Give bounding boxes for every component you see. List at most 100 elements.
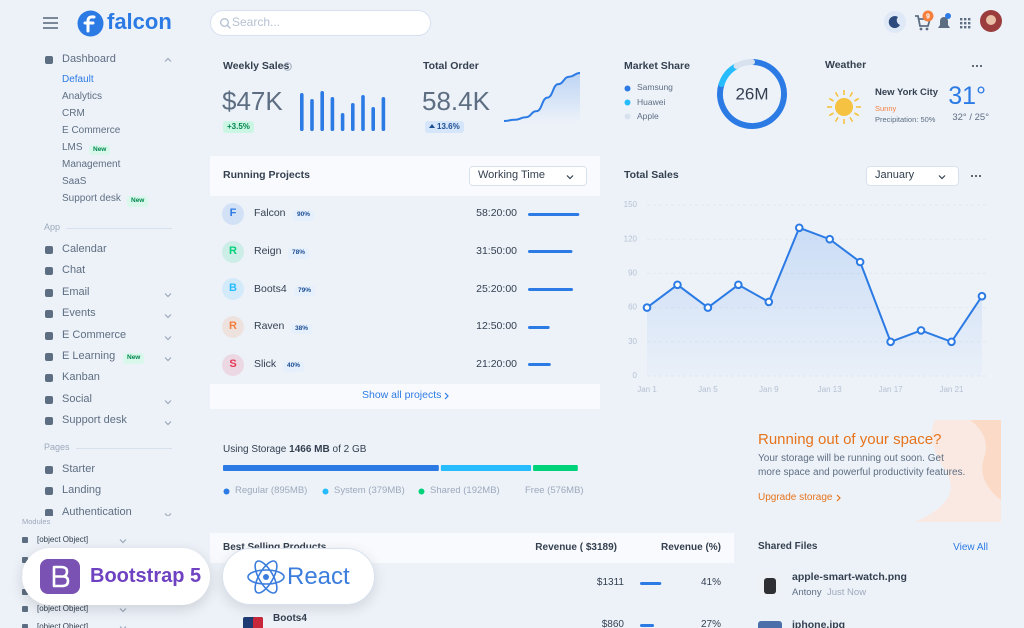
nav-icon bbox=[45, 56, 53, 64]
storage-card: Using Storage 1466 MB of 2 GB Regular (8… bbox=[210, 420, 734, 522]
nav-sublink[interactable]: CRM bbox=[62, 107, 85, 119]
badge: 78% bbox=[288, 248, 310, 259]
nav-link[interactable]: Kanban bbox=[62, 371, 100, 384]
row-divider bbox=[210, 604, 734, 605]
point bbox=[764, 297, 774, 307]
orbit bbox=[247, 569, 285, 585]
nav-link[interactable]: Starter bbox=[62, 462, 96, 475]
sun-ray bbox=[828, 97, 835, 102]
donut-segment bbox=[733, 59, 755, 69]
apps-dot bbox=[964, 26, 967, 29]
progress bbox=[528, 212, 580, 216]
chevron bbox=[164, 57, 172, 62]
product-name[interactable]: Boots4 bbox=[273, 612, 307, 624]
total-order-chart bbox=[503, 72, 581, 123]
progress bbox=[528, 287, 574, 291]
nucleus bbox=[263, 574, 269, 580]
icon-shape bbox=[45, 374, 53, 383]
column-header: Revenue ( $3189) bbox=[535, 541, 617, 553]
nav-link[interactable]: Social bbox=[62, 392, 92, 405]
icon-shape bbox=[45, 395, 53, 404]
legend-label: Apple bbox=[637, 110, 659, 121]
point bbox=[855, 257, 865, 267]
filter-value: Working Time bbox=[478, 168, 546, 181]
nav-link[interactable]: Dashboard bbox=[62, 52, 116, 65]
more-menu[interactable] bbox=[972, 64, 984, 68]
nav-link[interactable]: [object Object] bbox=[37, 603, 89, 613]
nav-link[interactable]: Calendar bbox=[62, 242, 107, 255]
upgrade-link[interactable]: Upgrade storage bbox=[758, 491, 833, 503]
filter-select[interactable]: Working Time bbox=[469, 166, 587, 186]
storage-summary: Using Storage 1466 MB of 2 GB bbox=[223, 445, 369, 455]
chevron bbox=[164, 292, 172, 298]
card-title: Shared Files bbox=[758, 540, 818, 552]
card-title: Total Sales bbox=[624, 169, 679, 182]
nav-sublink[interactable]: LMS bbox=[62, 141, 83, 153]
chevron-icon bbox=[164, 399, 172, 405]
project-name[interactable]: Reign bbox=[254, 244, 282, 257]
more-menu[interactable] bbox=[971, 174, 983, 178]
nav-sublink[interactable]: Management bbox=[62, 159, 121, 170]
nav-link[interactable]: Support desk bbox=[62, 414, 127, 427]
nav-link[interactable]: Email bbox=[62, 285, 90, 298]
icon-shape bbox=[45, 417, 53, 426]
nav-link[interactable]: Landing bbox=[62, 484, 102, 497]
badge: New bbox=[127, 196, 149, 207]
weekly-sales-chart bbox=[300, 91, 386, 131]
nav-link[interactable]: [object Object] bbox=[37, 534, 89, 544]
nav-link[interactable]: Authentication bbox=[62, 505, 132, 518]
cart-wheel bbox=[919, 27, 923, 31]
view-all-link[interactable]: View All bbox=[953, 541, 988, 553]
legend-dot bbox=[513, 488, 520, 494]
nav-link[interactable]: [object Object] bbox=[37, 621, 89, 628]
legend-dot bbox=[322, 488, 329, 494]
badge: 40% bbox=[283, 361, 305, 372]
chevron-icon bbox=[164, 57, 172, 62]
x-tick-label: Jan 17 bbox=[879, 385, 904, 394]
project-name[interactable]: Falcon bbox=[254, 207, 286, 220]
nav-link[interactable]: E Commerce bbox=[62, 328, 127, 341]
project-name[interactable]: Slick bbox=[254, 358, 277, 371]
file-name[interactable]: apple-smart-watch.png bbox=[792, 571, 907, 584]
sun-ray bbox=[834, 91, 839, 98]
storage-text: of 2 GB bbox=[332, 444, 367, 455]
project-name[interactable]: Boots4 bbox=[254, 282, 287, 295]
storage-segment bbox=[533, 465, 578, 471]
nav-link[interactable]: Chat bbox=[62, 264, 86, 277]
file-name[interactable]: iphone.jpg bbox=[792, 619, 846, 628]
donut-segment bbox=[718, 62, 740, 88]
line bbox=[503, 72, 581, 122]
logo-text[interactable]: falcon bbox=[107, 8, 172, 34]
chevron bbox=[938, 175, 946, 180]
search-box[interactable]: Search... bbox=[210, 10, 431, 36]
revenue: $860 bbox=[601, 618, 624, 628]
revenue-bar bbox=[640, 581, 692, 585]
nav-sublink[interactable]: SaaS bbox=[62, 176, 87, 188]
weather-card: Weather New York City Sunny Precipitation: … bbox=[812, 45, 1001, 145]
bar bbox=[640, 623, 655, 627]
nav-sublink[interactable]: E Commerce bbox=[62, 124, 121, 136]
nav-sublink[interactable]: Analytics bbox=[62, 90, 103, 102]
condition: Sunny bbox=[875, 103, 897, 113]
chevron bbox=[119, 539, 127, 544]
filter-select[interactable]: January bbox=[866, 166, 959, 186]
apps-dot bbox=[964, 22, 967, 25]
nav-icon bbox=[45, 353, 53, 361]
show-all-link[interactable]: Show all projects bbox=[362, 389, 442, 402]
nav-sublink[interactable]: Default bbox=[62, 73, 94, 85]
legend-dot bbox=[624, 99, 631, 106]
chevron-icon bbox=[164, 292, 172, 298]
project-avatar: R bbox=[222, 316, 244, 339]
nav-sublink[interactable]: Support desk bbox=[62, 193, 121, 205]
nav-heading: Pages bbox=[44, 442, 70, 453]
nav-link[interactable]: E Learning bbox=[62, 349, 116, 362]
search-placeholder: Search... bbox=[232, 15, 281, 30]
donut-segment bbox=[717, 59, 787, 129]
nav-icon bbox=[45, 267, 53, 276]
bar bbox=[300, 93, 304, 131]
project-name[interactable]: Raven bbox=[254, 320, 285, 333]
bar bbox=[640, 581, 662, 585]
menu-toggle[interactable] bbox=[43, 16, 59, 30]
x-tick-label: Jan 13 bbox=[818, 385, 843, 394]
nav-link[interactable]: Events bbox=[62, 307, 96, 320]
